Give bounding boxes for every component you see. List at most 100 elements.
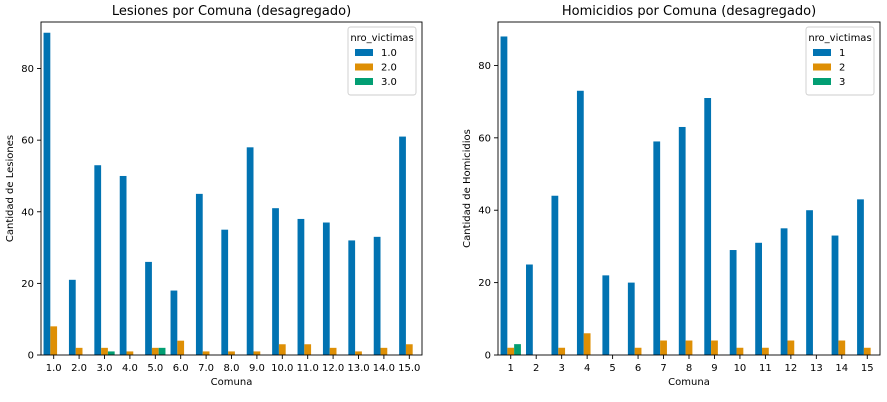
legend-swatch-3-0 [355,78,373,85]
bar-2-0-15-0 [405,344,413,355]
bar-2-3 [558,347,566,355]
y-axis-label: Cantidad de Lesiones [5,135,16,242]
x-tick-label: 11 [759,363,772,374]
legend-swatch-1-0 [355,49,373,56]
bar-2-15 [863,347,871,355]
bar-3-1 [514,344,521,355]
bar-1-6 [627,282,635,355]
bar-2-0-10-0 [278,344,286,355]
bar-1-8 [678,126,686,355]
bar-3-0-5-0 [158,347,166,355]
x-tick-label: 14.0 [373,363,395,374]
x-tick-label: 3 [558,363,564,374]
bar-1-15 [857,199,864,355]
chart-title: Lesiones por Comuna (desagregado) [112,4,351,19]
x-tick-label: 15.0 [398,363,420,374]
y-tick-label: 0 [28,351,34,362]
bar-2-14 [838,340,846,355]
x-tick-label: 11.0 [297,363,319,374]
bar-1-0-6-0 [170,290,178,355]
bar-2-0-12-0 [329,347,337,355]
bar-1-0-8-0 [221,229,229,355]
x-tick-label: 7 [660,363,666,374]
bar-2-0-2-0 [75,347,83,355]
x-tick-label: 6 [635,363,641,374]
legend-label-2-0: 2.0 [381,63,397,74]
bar-1-12 [780,228,788,355]
bar-1-1 [500,36,508,355]
x-tick-label: 14 [835,363,848,374]
bar-2-0-14-0 [380,347,388,355]
legend-title: nro_victimas [350,33,413,44]
bar-2-0-3-0 [101,347,108,355]
y-tick-label: 40 [21,207,34,218]
y-tick-label: 40 [478,206,491,217]
x-axis-label: Comuna [211,377,253,388]
bar-1-14 [831,235,839,355]
bar-2-10 [736,347,744,355]
bar-1-0-9-0 [246,147,254,355]
y-tick-label: 20 [21,279,34,290]
x-tick-label: 10 [734,363,747,374]
bar-2-1 [507,347,515,355]
bar-1-0-2-0 [68,279,76,355]
x-tick-label: 4 [584,363,590,374]
bar-2-0-1-0 [50,326,58,355]
bar-1-0-10-0 [272,208,279,355]
bar-2-0-4-0 [126,351,134,355]
y-tick-label: 80 [21,64,34,75]
x-tick-label: 13 [810,363,823,374]
bar-1-3 [551,195,559,355]
x-tick-label: 7.0 [198,363,214,374]
x-tick-label: 2.0 [71,363,87,374]
bar-2-0-5-0 [151,347,159,355]
bar-1-0-11-0 [297,218,305,355]
y-tick-label: 0 [485,351,491,362]
x-tick-label: 3.0 [97,363,113,374]
legend: nro_victimas 1.0 2.0 3.0 [347,26,417,96]
bar-2-11 [762,347,769,355]
x-axis-label: Comuna [668,377,710,388]
bar-1-2 [526,264,533,355]
x-tick-label: 8.0 [224,363,240,374]
y-tick-label: 60 [478,133,491,144]
y-axis-label: Cantidad de Homicidios [462,129,473,248]
bar-1-9 [704,98,712,355]
legend-swatch-1 [813,49,831,56]
bar-2-12 [787,340,795,355]
x-tick-label: 10.0 [271,363,293,374]
bar-1-0-15-0 [399,136,406,355]
bar-2-7 [660,340,667,355]
bar-2-0-11-0 [304,344,312,355]
x-tick-label: 12.0 [322,363,344,374]
bar-2-0-8-0 [228,351,235,355]
x-tick-label: 6.0 [173,363,189,374]
bar-2-9 [711,340,718,355]
x-tick-label: 15 [861,363,874,374]
bar-1-0-12-0 [322,222,330,355]
bar-1-0-7-0 [195,193,203,355]
x-tick-label: 5 [609,363,615,374]
bar-2-0-13-0 [355,351,362,355]
legend-label-1-0: 1.0 [381,48,397,59]
x-tick-label: 13.0 [347,363,369,374]
y-tick-label: 60 [21,136,34,147]
legend-swatch-2 [813,63,831,71]
y-tick-label: 80 [478,61,491,72]
x-tick-label: 4.0 [122,363,138,374]
legend-swatch-3 [813,78,831,85]
bar-2-6 [634,347,642,355]
bar-1-0-14-0 [373,236,381,355]
bar-2-4 [583,333,591,355]
legend-title: nro_victimas [808,33,871,44]
legend: nro_victimas 1 2 3 [805,26,875,96]
bar-1-11 [755,242,762,355]
bar-2-0-7-0 [202,351,210,355]
bar-1-0-3-0 [94,165,102,355]
x-tick-label: 9 [711,363,717,374]
bar-1-0-13-0 [348,240,356,355]
x-tick-label: 1.0 [46,363,62,374]
legend-label-1: 1 [839,48,845,59]
